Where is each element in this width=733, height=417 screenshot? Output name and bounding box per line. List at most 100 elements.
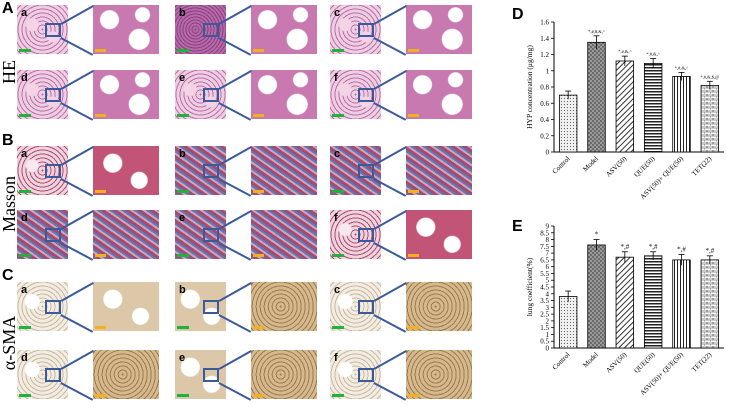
micrograph-high-mag: [251, 282, 317, 331]
significance-label: *,#: [705, 247, 714, 255]
zoom-region-box: [45, 228, 61, 242]
panel-letter-a: A: [2, 0, 14, 17]
scale-bar: [332, 394, 344, 397]
micrograph-high-mag: [93, 70, 159, 119]
x-tick-label: ASV(50): [604, 350, 628, 374]
y-tick-label: 0.5: [540, 338, 549, 346]
bar: [643, 255, 663, 349]
scale-bar: [408, 254, 419, 257]
scale-bar: [177, 394, 189, 397]
y-tick-label: 4.5: [540, 284, 549, 292]
zoom-region-box: [203, 164, 219, 178]
bar: [615, 60, 635, 153]
y-tick-label: 8: [546, 236, 550, 244]
scale-bar: [19, 394, 31, 397]
subpanel-label: d: [21, 72, 28, 84]
scale-bar: [332, 326, 344, 329]
zoom-region-box: [358, 23, 374, 37]
scale-bar: [253, 394, 264, 397]
scale-bar: [408, 190, 419, 193]
x-tick-label: Control: [551, 351, 572, 372]
y-tick-label: 9: [546, 223, 550, 231]
x-tick-label: QUE(50): [632, 154, 657, 179]
zoom-region-box: [358, 368, 374, 382]
y-axis-label: lung coefficient(%): [525, 257, 534, 316]
zoom-region-box: [203, 88, 219, 102]
subpanel-label: f: [334, 352, 338, 364]
significance-label: *: [595, 231, 599, 239]
scale-bar: [332, 114, 344, 117]
subpanel-label: e: [179, 72, 186, 84]
micrograph-high-mag: [251, 70, 317, 119]
x-tick-label: Model: [581, 351, 600, 370]
subpanel-label: c: [334, 148, 341, 160]
significance-label: *,#,&,^: [646, 52, 660, 58]
micrograph-high-mag: [406, 146, 472, 195]
scale-bar: [408, 326, 419, 329]
bar: [587, 244, 606, 349]
zoom-region-box: [358, 164, 374, 178]
bar: [615, 256, 635, 349]
subpanel-label: b: [179, 284, 186, 296]
subpanel-label: a: [21, 284, 28, 296]
x-tick-label: QUE(50): [632, 350, 657, 375]
micrograph-high-mag: [406, 70, 472, 119]
subpanel-label: f: [334, 72, 338, 84]
significance-label: *,#,&,^: [675, 65, 689, 71]
y-tick-label: 7.5: [540, 243, 549, 251]
y-tick-label: 8.5: [540, 229, 549, 237]
scale-bar: [253, 49, 264, 52]
bar: [587, 41, 606, 153]
zoom-region-box: [358, 300, 374, 314]
y-tick-label: 1.5: [540, 324, 549, 332]
subpanel-label: a: [21, 148, 28, 160]
y-tick-label: 1.6: [540, 19, 549, 27]
subpanel-label: b: [179, 7, 186, 19]
y-tick-label: 0: [546, 345, 550, 353]
y-tick-label: 0.6: [540, 100, 549, 108]
subpanel-label: e: [179, 352, 186, 364]
scale-bar: [95, 114, 106, 117]
micrograph-high-mag: [251, 210, 317, 259]
scale-bar: [95, 190, 106, 193]
micrograph-high-mag: [93, 350, 159, 399]
scale-bar: [19, 114, 31, 117]
micrograph-low-mag: e: [175, 350, 226, 399]
micrograph-high-mag: [93, 5, 159, 54]
chart-e-svg: 00.511.522.533.544.555.566.577.588.59 lun…: [525, 223, 724, 397]
micrograph-low-mag: c: [330, 5, 381, 54]
y-tick-label: 5: [546, 277, 550, 285]
bar: [558, 296, 578, 349]
micrograph-high-mag: [406, 282, 472, 331]
scale-bar: [177, 326, 189, 329]
scale-bar: [253, 190, 264, 193]
scale-bar: [177, 254, 189, 257]
panel-letter-d: D: [512, 6, 524, 23]
scale-bar: [19, 254, 31, 257]
micrograph-high-mag: [406, 350, 472, 399]
zoom-region-box: [45, 368, 61, 382]
scale-bar: [19, 326, 31, 329]
zoom-region-box: [45, 300, 61, 314]
y-tick-label: 0.4: [540, 116, 549, 124]
zoom-region-box: [358, 88, 374, 102]
significance-label: *,#,$,&,^: [588, 29, 606, 35]
subpanel-label: b: [179, 148, 186, 160]
y-tick-label: 0.8: [540, 84, 549, 92]
scale-bar: [332, 254, 344, 257]
subpanel-label: d: [21, 352, 28, 364]
zoom-region-box: [203, 300, 219, 314]
y-tick-label: 0: [546, 149, 550, 157]
y-tick-label: 1.4: [540, 35, 549, 43]
y-tick-label: 2: [546, 317, 550, 325]
significance-label: *,#: [677, 245, 686, 253]
y-tick-label: 3: [546, 304, 550, 312]
y-tick-label: 1: [546, 331, 550, 339]
micrograph-high-mag: [406, 210, 472, 259]
subpanel-label: d: [21, 212, 28, 224]
significance-label: *,#: [649, 243, 658, 251]
significance-label: *,#,&,^: [618, 49, 632, 55]
scale-bar: [177, 114, 189, 117]
bar: [672, 259, 691, 349]
panel-letter-b: B: [2, 132, 14, 149]
